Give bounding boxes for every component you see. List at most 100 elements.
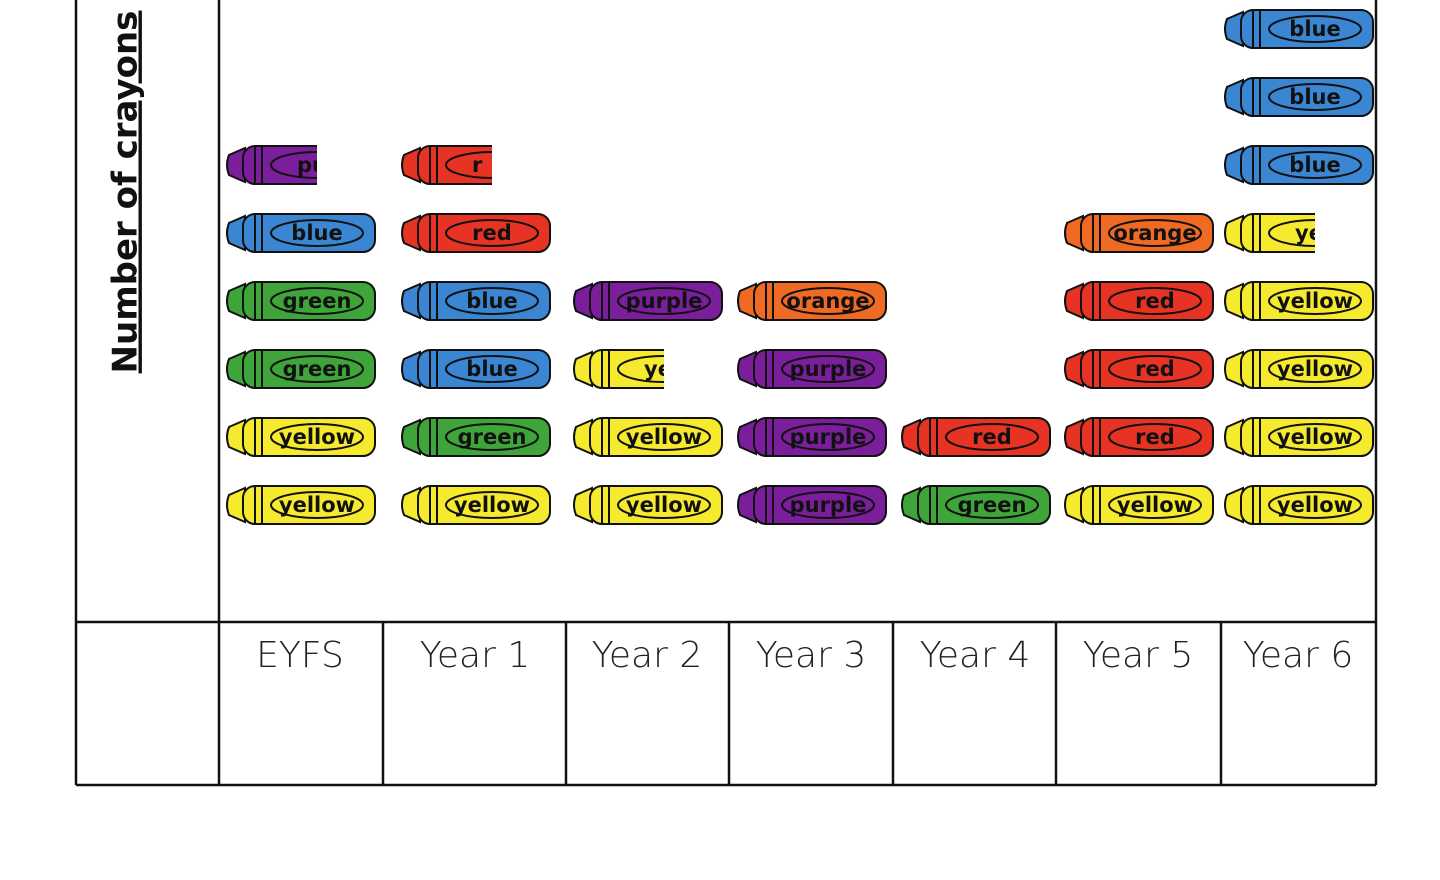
y-axis-label: Number of crayons xyxy=(106,11,146,374)
crayon: yell xyxy=(1224,213,1337,253)
crayon-body xyxy=(917,485,1051,525)
crayon-label-oval xyxy=(270,219,364,247)
crayon: yellow xyxy=(1224,349,1374,389)
crayon-label-oval xyxy=(1268,423,1362,451)
crayon-label: yellow xyxy=(1277,493,1353,517)
crayon-tip xyxy=(401,418,421,456)
crayon: green xyxy=(901,485,1051,525)
crayon-tip xyxy=(1064,418,1084,456)
x-category-label: Year 2 xyxy=(592,635,703,676)
crayon-label: yellow xyxy=(279,425,355,449)
crayon-label-oval xyxy=(945,491,1039,519)
crayon-label-oval xyxy=(270,287,364,315)
crayon-body xyxy=(589,417,723,457)
crayon-label: yellow xyxy=(626,425,702,449)
crayon-label-oval xyxy=(445,423,539,451)
crayon-label: purple xyxy=(790,425,867,449)
crayon: purple xyxy=(737,417,887,457)
crayon-body xyxy=(1240,417,1374,457)
crayon-label: orange xyxy=(786,289,869,313)
crayon-tip xyxy=(401,350,421,388)
crayon-body xyxy=(242,213,376,253)
crayon: red xyxy=(1064,349,1214,389)
crayon-label-oval xyxy=(1108,219,1202,247)
crayon: yell xyxy=(573,349,686,389)
crayon: orange xyxy=(1064,213,1214,253)
crayon-label: yellow xyxy=(1277,357,1353,381)
crayon-tip xyxy=(226,350,246,388)
crayon-label: yell xyxy=(1295,221,1337,245)
crayon-label-oval xyxy=(1108,423,1202,451)
crayon-label-oval xyxy=(1268,15,1362,43)
crayon-label-oval xyxy=(1268,491,1362,519)
crayon: yellow xyxy=(1224,485,1374,525)
crayon-label: blue xyxy=(466,357,517,381)
crayon-label: purple xyxy=(790,357,867,381)
crayon-label-oval xyxy=(1108,355,1202,383)
crayon-tip xyxy=(737,486,757,524)
crayon-label-oval xyxy=(1108,287,1202,315)
x-category-label: Year 4 xyxy=(920,635,1031,676)
crayon-tip xyxy=(226,418,246,456)
crayon-body xyxy=(242,349,376,389)
crayon: purple xyxy=(737,485,887,525)
crayon-tip xyxy=(1064,486,1084,524)
crayon-label-oval xyxy=(781,287,875,315)
crayon-tip xyxy=(573,418,593,456)
crayon-body xyxy=(417,213,551,253)
x-category-label: Year 3 xyxy=(756,635,867,676)
crayon: yellow xyxy=(226,485,376,525)
crayon-tip xyxy=(1224,78,1244,116)
crayon-tip xyxy=(226,146,246,184)
crayon-tip xyxy=(1224,282,1244,320)
x-category-label: Year 1 xyxy=(420,635,531,676)
crayon-tip xyxy=(737,418,757,456)
crayon: red xyxy=(1064,417,1214,457)
crayon-body xyxy=(1080,213,1214,253)
crayon-body xyxy=(1080,417,1214,457)
crayon: purple xyxy=(737,349,887,389)
crayon-label: yellow xyxy=(626,493,702,517)
crayon-label-oval xyxy=(445,355,539,383)
crayon-tip xyxy=(1224,146,1244,184)
crayon: red xyxy=(401,213,551,253)
crayon-tip xyxy=(573,350,593,388)
crayon: yellow xyxy=(1224,417,1374,457)
crayon-label-oval xyxy=(781,355,875,383)
crayon-tip xyxy=(901,486,921,524)
crayon-label: yellow xyxy=(279,493,355,517)
crayon: yellow xyxy=(573,417,723,457)
crayon-body xyxy=(1240,349,1374,389)
crayon: green xyxy=(401,417,551,457)
crayon-body xyxy=(753,349,887,389)
crayon-tip xyxy=(226,214,246,252)
crayon-body xyxy=(589,281,723,321)
crayon-body xyxy=(1240,9,1374,49)
crayon-tip xyxy=(1224,214,1244,252)
crayon-tip xyxy=(901,418,921,456)
crayon-label: purple xyxy=(626,289,703,313)
crayon-label-oval xyxy=(1268,287,1362,315)
crayon-label: red xyxy=(1135,289,1175,313)
crayon-tip xyxy=(401,214,421,252)
crayon-label: r xyxy=(472,153,483,177)
crayon-tip xyxy=(1224,486,1244,524)
crayon-label: blue xyxy=(1289,85,1340,109)
crayon-label-oval xyxy=(270,423,364,451)
crayon-label: red xyxy=(972,425,1012,449)
crayon: blue xyxy=(1224,145,1374,185)
crayon: blue xyxy=(1224,9,1374,49)
crayon-body xyxy=(242,485,376,525)
crayon-label: pu xyxy=(297,153,327,177)
crayon-label-oval xyxy=(781,491,875,519)
crayon-label-oval xyxy=(617,355,664,383)
crayon-label-oval xyxy=(617,287,711,315)
x-category-label: Year 5 xyxy=(1083,635,1194,676)
crayon-label: yell xyxy=(644,357,686,381)
crayon-tip xyxy=(1224,10,1244,48)
crayon-label: yellow xyxy=(454,493,530,517)
crayon-label: green xyxy=(283,357,352,381)
crayon: blue xyxy=(1224,77,1374,117)
crayon-body xyxy=(753,417,887,457)
crayon-label-oval xyxy=(445,287,539,315)
